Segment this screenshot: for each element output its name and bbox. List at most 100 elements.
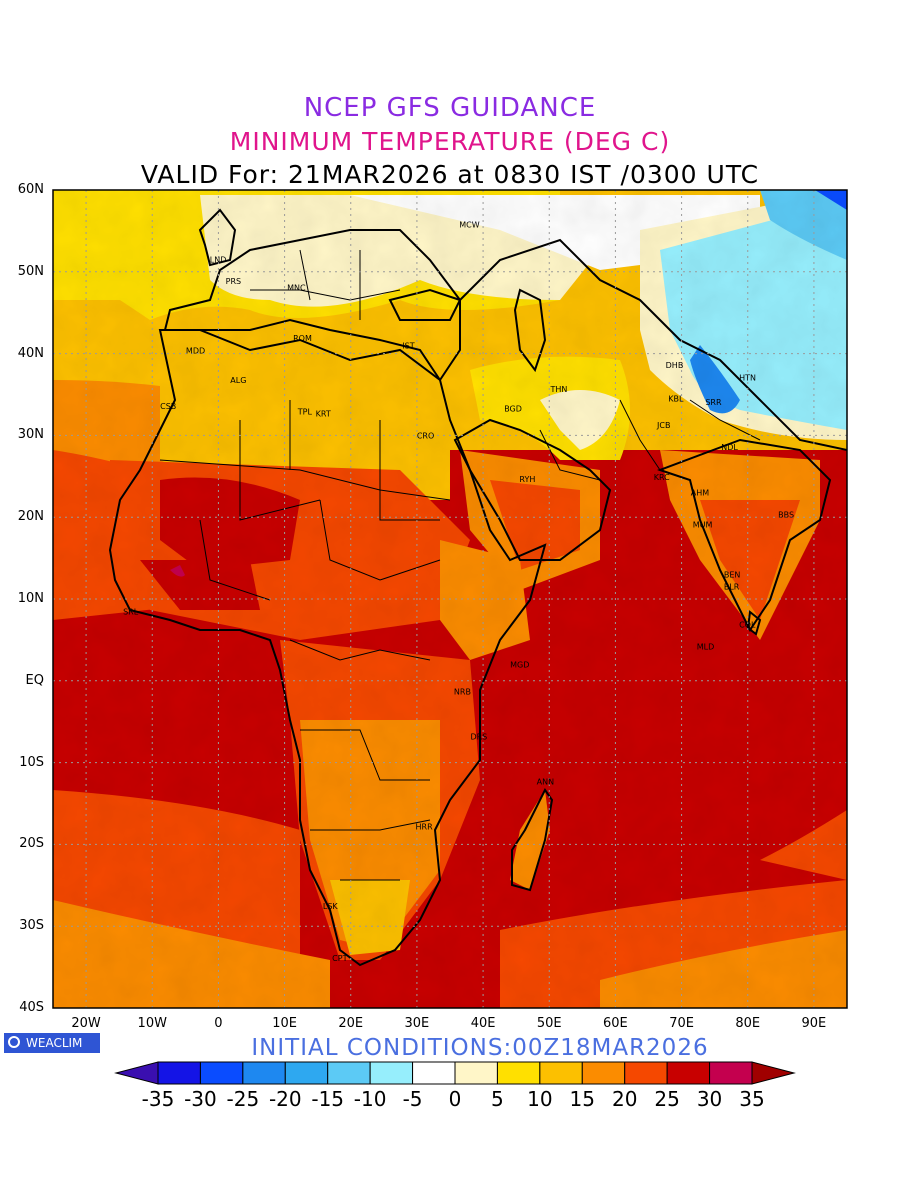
- lat-label: 30S: [19, 918, 44, 934]
- city-label: ALG: [230, 376, 246, 385]
- colorbar-label: -5: [402, 1087, 423, 1111]
- lon-label: 40E: [470, 1016, 496, 1031]
- lat-label: EQ: [25, 672, 44, 688]
- city-label: MDD: [186, 346, 205, 355]
- lat-label: 40N: [17, 345, 44, 361]
- city-label: KRT: [316, 409, 331, 418]
- colorbar-swatch: [157, 1061, 201, 1085]
- city-label: JCB: [656, 421, 670, 430]
- colorbar-label: 10: [527, 1087, 553, 1111]
- city-label: BBS: [778, 511, 794, 520]
- lon-label: 20E: [338, 1016, 364, 1031]
- colorbar-label: 0: [448, 1087, 462, 1111]
- city-label: NRB: [454, 687, 471, 696]
- colorbar-swatch: [369, 1061, 414, 1085]
- colorbar: [114, 1061, 796, 1085]
- coastlines: [108, 208, 847, 967]
- city-label: AHM: [691, 489, 709, 498]
- city-label: SRR: [705, 398, 722, 407]
- lon-label: 70E: [669, 1016, 694, 1031]
- initial-conditions: INITIAL CONDITIONS:00Z18MAR2026: [251, 1035, 709, 1061]
- city-label: MUM: [693, 521, 713, 530]
- city-label: THN: [550, 385, 568, 394]
- colorbar-swatch: [539, 1061, 583, 1085]
- valid-time: VALID For: 21MAR2026 at 0830 IST /0300 U…: [140, 160, 760, 189]
- colorbar-arrow-low: [114, 1061, 159, 1085]
- city-label: MGD: [510, 660, 529, 669]
- colorbar-label: -25: [226, 1087, 260, 1111]
- city-label: NDL: [721, 443, 738, 452]
- colorbar-swatch: [412, 1061, 456, 1085]
- lat-label: 60N: [17, 182, 44, 197]
- city-label: KRC: [654, 473, 670, 482]
- brand-logo-icon: [8, 1036, 20, 1048]
- lat-label: 30N: [17, 427, 44, 443]
- colorbar-label: -20: [268, 1087, 302, 1111]
- city-label: HTN: [739, 373, 756, 382]
- city-label: ANN: [537, 777, 554, 786]
- colorbar-label: 30: [696, 1087, 723, 1111]
- city-label: COL: [739, 620, 756, 629]
- colorbar-swatch: [496, 1061, 541, 1085]
- map-subtitle: MINIMUM TEMPERATURE (DEG C): [229, 127, 671, 156]
- city-label: CSB: [160, 402, 176, 411]
- colorbar-label: -15: [311, 1087, 345, 1111]
- city-label: TPL: [297, 408, 313, 417]
- lon-label: 20W: [71, 1016, 101, 1031]
- city-label: BEN: [724, 570, 741, 579]
- colorbar-label: 35: [739, 1087, 765, 1111]
- lat-label: 50N: [17, 263, 44, 279]
- colorbar-swatch: [242, 1061, 286, 1085]
- city-label: BLR: [724, 583, 740, 592]
- lon-label: 10W: [137, 1016, 167, 1031]
- lon-label: 30E: [404, 1016, 430, 1031]
- colorbar-swatch: [709, 1061, 753, 1085]
- colorbar-label: -30: [184, 1087, 217, 1111]
- colorbar-label: 20: [611, 1087, 638, 1111]
- city-label: RYH: [519, 475, 535, 484]
- lat-label: 10S: [19, 754, 44, 770]
- city-label: CRO: [417, 431, 434, 440]
- lon-label: 90E: [801, 1016, 827, 1031]
- gridlines: [53, 189, 847, 1009]
- city-label: DHB: [666, 361, 684, 370]
- map-frame: [52, 189, 848, 1009]
- city-label: LND: [210, 256, 227, 265]
- lon-label: 80E: [735, 1016, 761, 1031]
- city-label: DRS: [470, 732, 487, 741]
- lat-label: 40S: [19, 1000, 44, 1015]
- city-label: BGD: [504, 404, 522, 413]
- country-borders: [159, 249, 761, 881]
- city-label: KBL: [668, 395, 684, 404]
- city-label: PRS: [226, 277, 241, 286]
- colorbar-label: 25: [654, 1087, 680, 1111]
- city-label: MCW: [459, 220, 479, 229]
- brand-badge: WEACLIM: [4, 1033, 100, 1053]
- lon-label: 50E: [536, 1016, 562, 1031]
- lat-label: 20S: [19, 836, 44, 852]
- city-labels: MCW LND PRS MNC ROM MDD IST ALG CSB TPL KRT CRO BGD T…: [123, 220, 794, 963]
- colorbar-swatch: [624, 1061, 668, 1085]
- city-label: IST: [402, 341, 414, 350]
- colorbar-label: 15: [569, 1087, 595, 1111]
- lon-label: 60E: [603, 1016, 628, 1031]
- brand-text: WEACLIM: [26, 1036, 83, 1050]
- map-title: NCEP GFS GUIDANCE: [303, 93, 597, 123]
- colorbar-swatch: [454, 1061, 498, 1085]
- colorbar-swatch: [199, 1061, 244, 1085]
- city-label: ROM: [293, 334, 312, 343]
- colorbar-swatch: [666, 1061, 711, 1085]
- colorbar-swatch: [327, 1061, 371, 1085]
- lon-label: 10E: [272, 1016, 297, 1031]
- city-label: MLD: [697, 642, 715, 651]
- lon-label: 0: [214, 1016, 223, 1031]
- city-label: HRR: [416, 822, 434, 831]
- colorbar-label: 5: [491, 1087, 504, 1111]
- colorbar-arrow-high: [751, 1061, 796, 1085]
- city-label: LSK: [323, 902, 339, 911]
- lat-label: 10N: [17, 591, 44, 606]
- lat-label: 20N: [17, 509, 44, 525]
- city-label: CPT: [332, 954, 347, 963]
- colorbar-swatch: [581, 1061, 626, 1085]
